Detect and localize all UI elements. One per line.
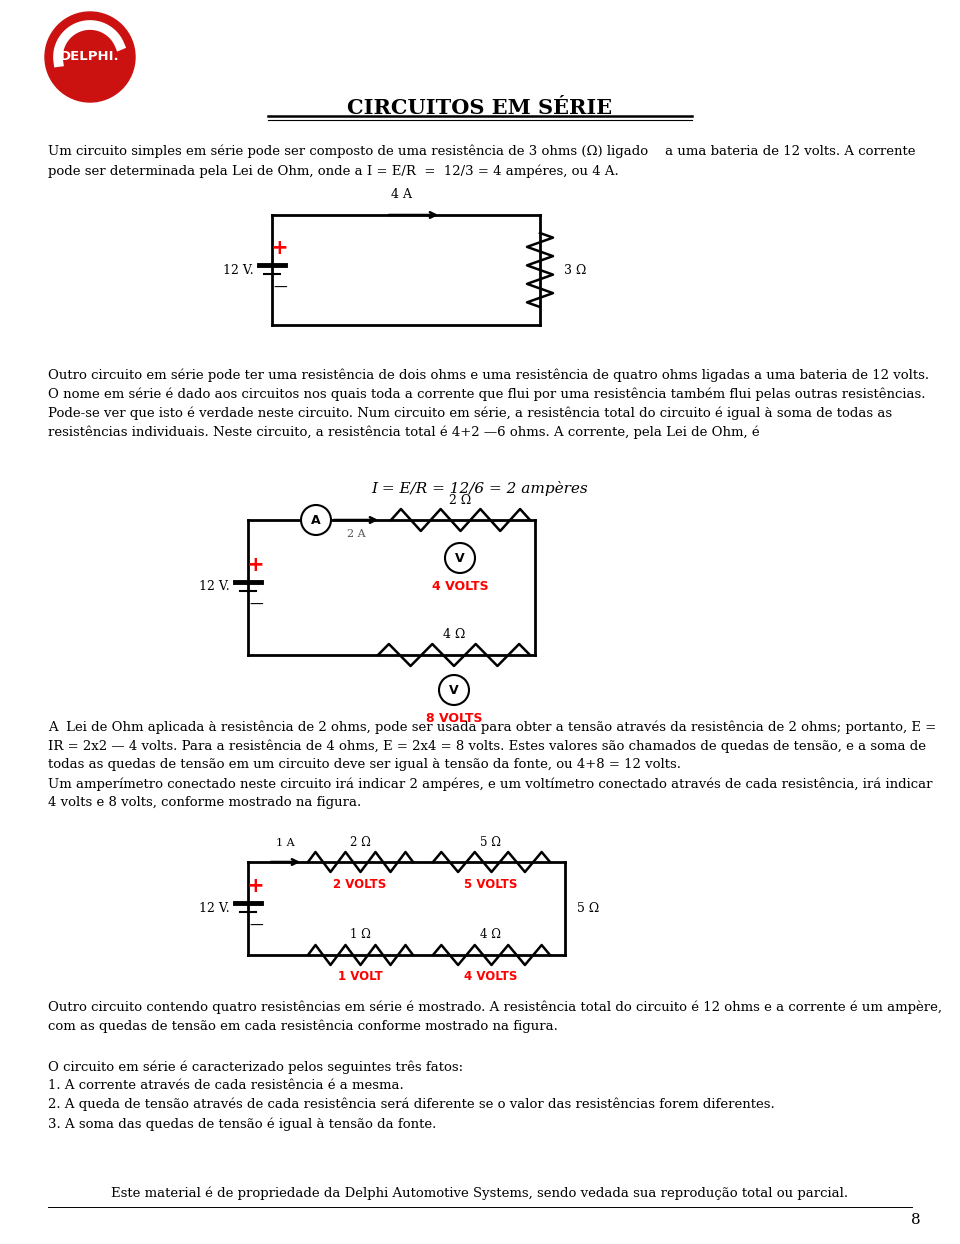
Text: V: V <box>449 683 459 697</box>
Circle shape <box>301 505 331 535</box>
Text: —: — <box>250 919 263 933</box>
Text: 5 Ω: 5 Ω <box>481 836 501 848</box>
Text: 12 V.: 12 V. <box>200 902 230 914</box>
Text: 1 VOLT: 1 VOLT <box>338 970 382 984</box>
Circle shape <box>439 675 469 705</box>
Text: V: V <box>455 551 465 565</box>
Text: —: — <box>274 281 287 295</box>
Text: 2 A: 2 A <box>347 529 366 539</box>
Text: A: A <box>311 514 321 526</box>
Text: 4 VOLTS: 4 VOLTS <box>432 580 489 592</box>
Text: Outro circuito em série pode ter uma resistência de dois ohms e uma resistência : Outro circuito em série pode ter uma res… <box>48 368 929 439</box>
Text: 8 VOLTS: 8 VOLTS <box>425 712 482 724</box>
Text: 2 VOLTS: 2 VOLTS <box>333 877 387 891</box>
Circle shape <box>445 542 475 573</box>
Text: Outro circuito contendo quatro resistências em série é mostrado. A resistência t: Outro circuito contendo quatro resistênc… <box>48 1000 942 1033</box>
Text: 4 A: 4 A <box>391 188 412 202</box>
Text: +: + <box>247 876 265 896</box>
Text: 4 VOLTS: 4 VOLTS <box>465 970 517 984</box>
Text: CIRCUITOS EM SÉRIE: CIRCUITOS EM SÉRIE <box>348 98 612 118</box>
Text: 2 Ω: 2 Ω <box>349 836 371 848</box>
Text: 2 Ω: 2 Ω <box>449 494 471 506</box>
Text: Um circuito simples em série pode ser composto de uma resistência de 3 ohms (Ω) : Um circuito simples em série pode ser co… <box>48 146 916 178</box>
Text: +: + <box>271 238 289 258</box>
Text: —: — <box>250 598 263 612</box>
Text: 5 VOLTS: 5 VOLTS <box>465 877 517 891</box>
Text: +: + <box>247 555 265 575</box>
Text: O circuito em série é caracterizado pelos seguintes três fatos:
1. A corrente at: O circuito em série é caracterizado pelo… <box>48 1060 775 1131</box>
Circle shape <box>45 12 135 102</box>
Text: 4 Ω: 4 Ω <box>481 928 501 942</box>
Text: 12 V.: 12 V. <box>224 264 254 276</box>
Text: 3 Ω: 3 Ω <box>564 264 587 276</box>
Text: 1 A: 1 A <box>276 838 295 848</box>
Text: 5 Ω: 5 Ω <box>577 902 599 914</box>
Text: I = E/R = 12/6 = 2 ampères: I = E/R = 12/6 = 2 ampères <box>372 480 588 495</box>
Text: Este material é de propriedade da Delphi Automotive Systems, sendo vedada sua re: Este material é de propriedade da Delphi… <box>111 1187 849 1199</box>
Text: 1 Ω: 1 Ω <box>349 928 371 942</box>
Text: DELPHI.: DELPHI. <box>60 51 120 63</box>
Text: A  Lei de Ohm aplicada à resistência de 2 ohms, pode ser usada para obter a tens: A Lei de Ohm aplicada à resistência de 2… <box>48 720 936 809</box>
Text: 4 Ω: 4 Ω <box>443 628 466 642</box>
Text: 12 V.: 12 V. <box>200 581 230 593</box>
Text: 8: 8 <box>911 1213 921 1227</box>
